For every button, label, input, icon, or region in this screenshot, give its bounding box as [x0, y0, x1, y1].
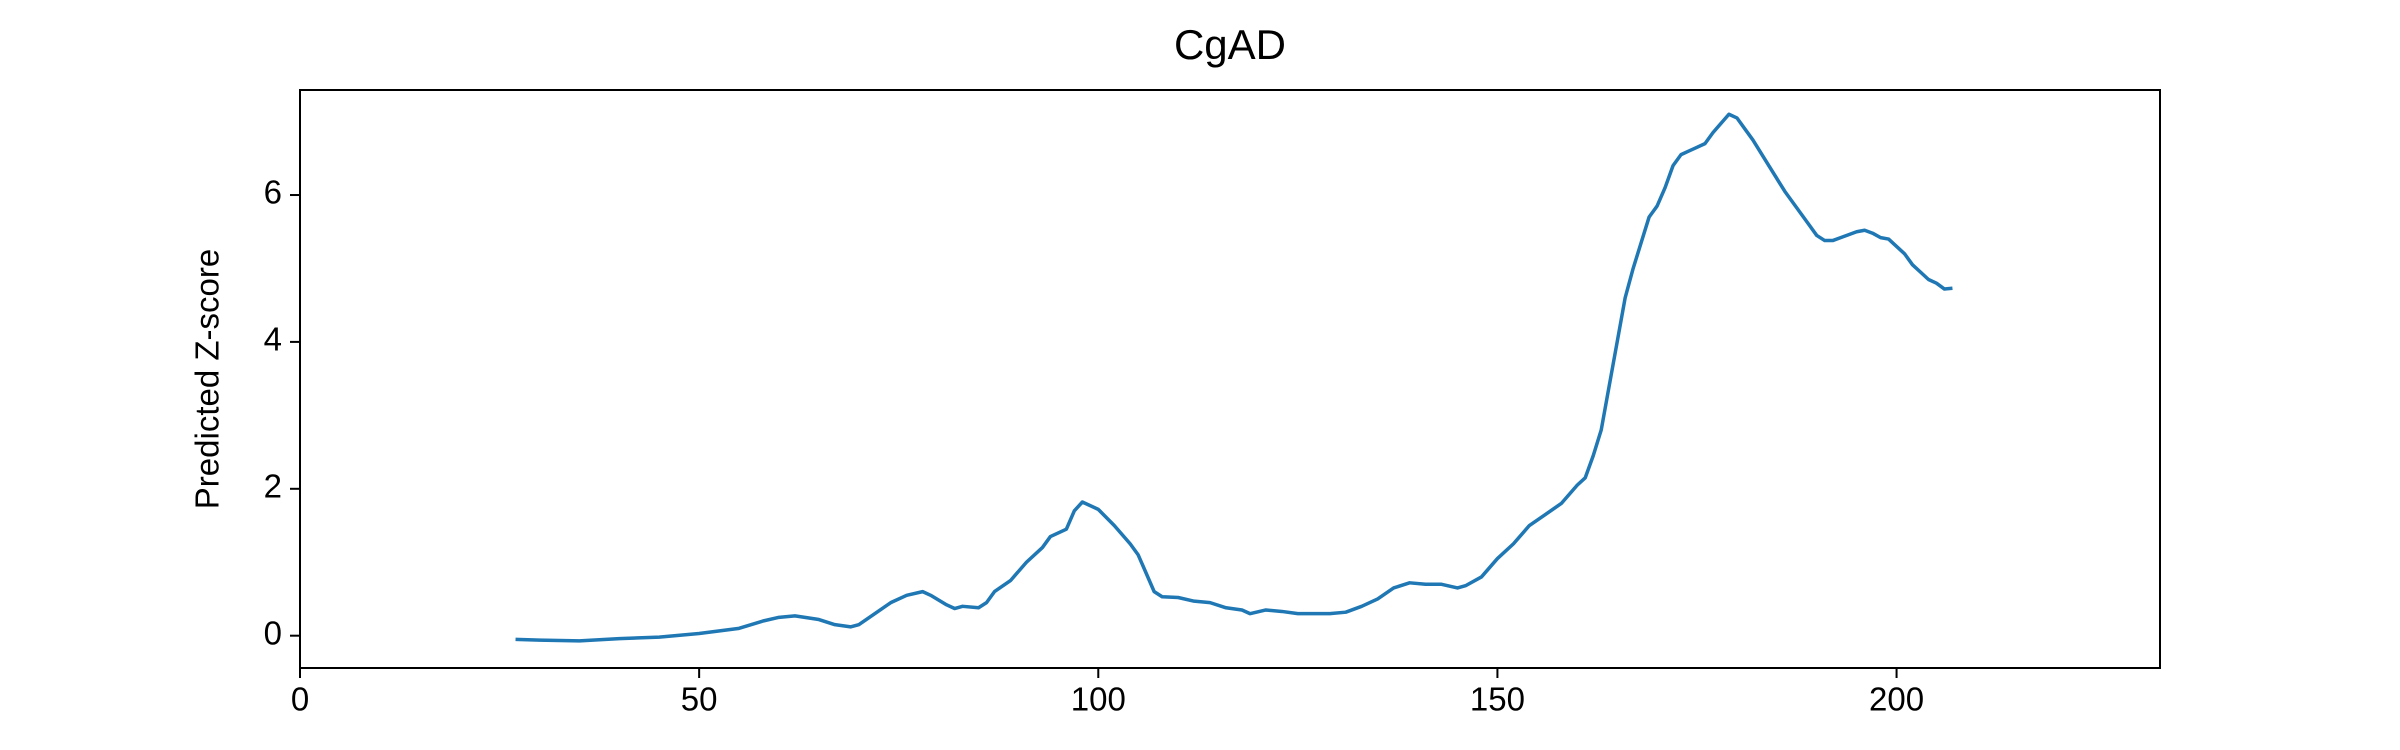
x-tick-label: 0 [291, 681, 309, 718]
x-tick-label: 100 [1071, 681, 1126, 718]
y-tick-label: 0 [264, 614, 282, 651]
y-tick-label: 4 [264, 321, 282, 358]
plot-frame [299, 89, 2161, 669]
y-axis-label: Predicted Z-score [189, 249, 226, 509]
x-tick-label: 150 [1470, 681, 1525, 718]
y-tick-label: 2 [264, 468, 282, 505]
x-tick-label: 200 [1869, 681, 1924, 718]
x-tick-label: 50 [681, 681, 718, 718]
chart-title: CgAD [1174, 21, 1286, 68]
line [515, 112, 1953, 643]
y-tick-label: 6 [264, 174, 282, 211]
